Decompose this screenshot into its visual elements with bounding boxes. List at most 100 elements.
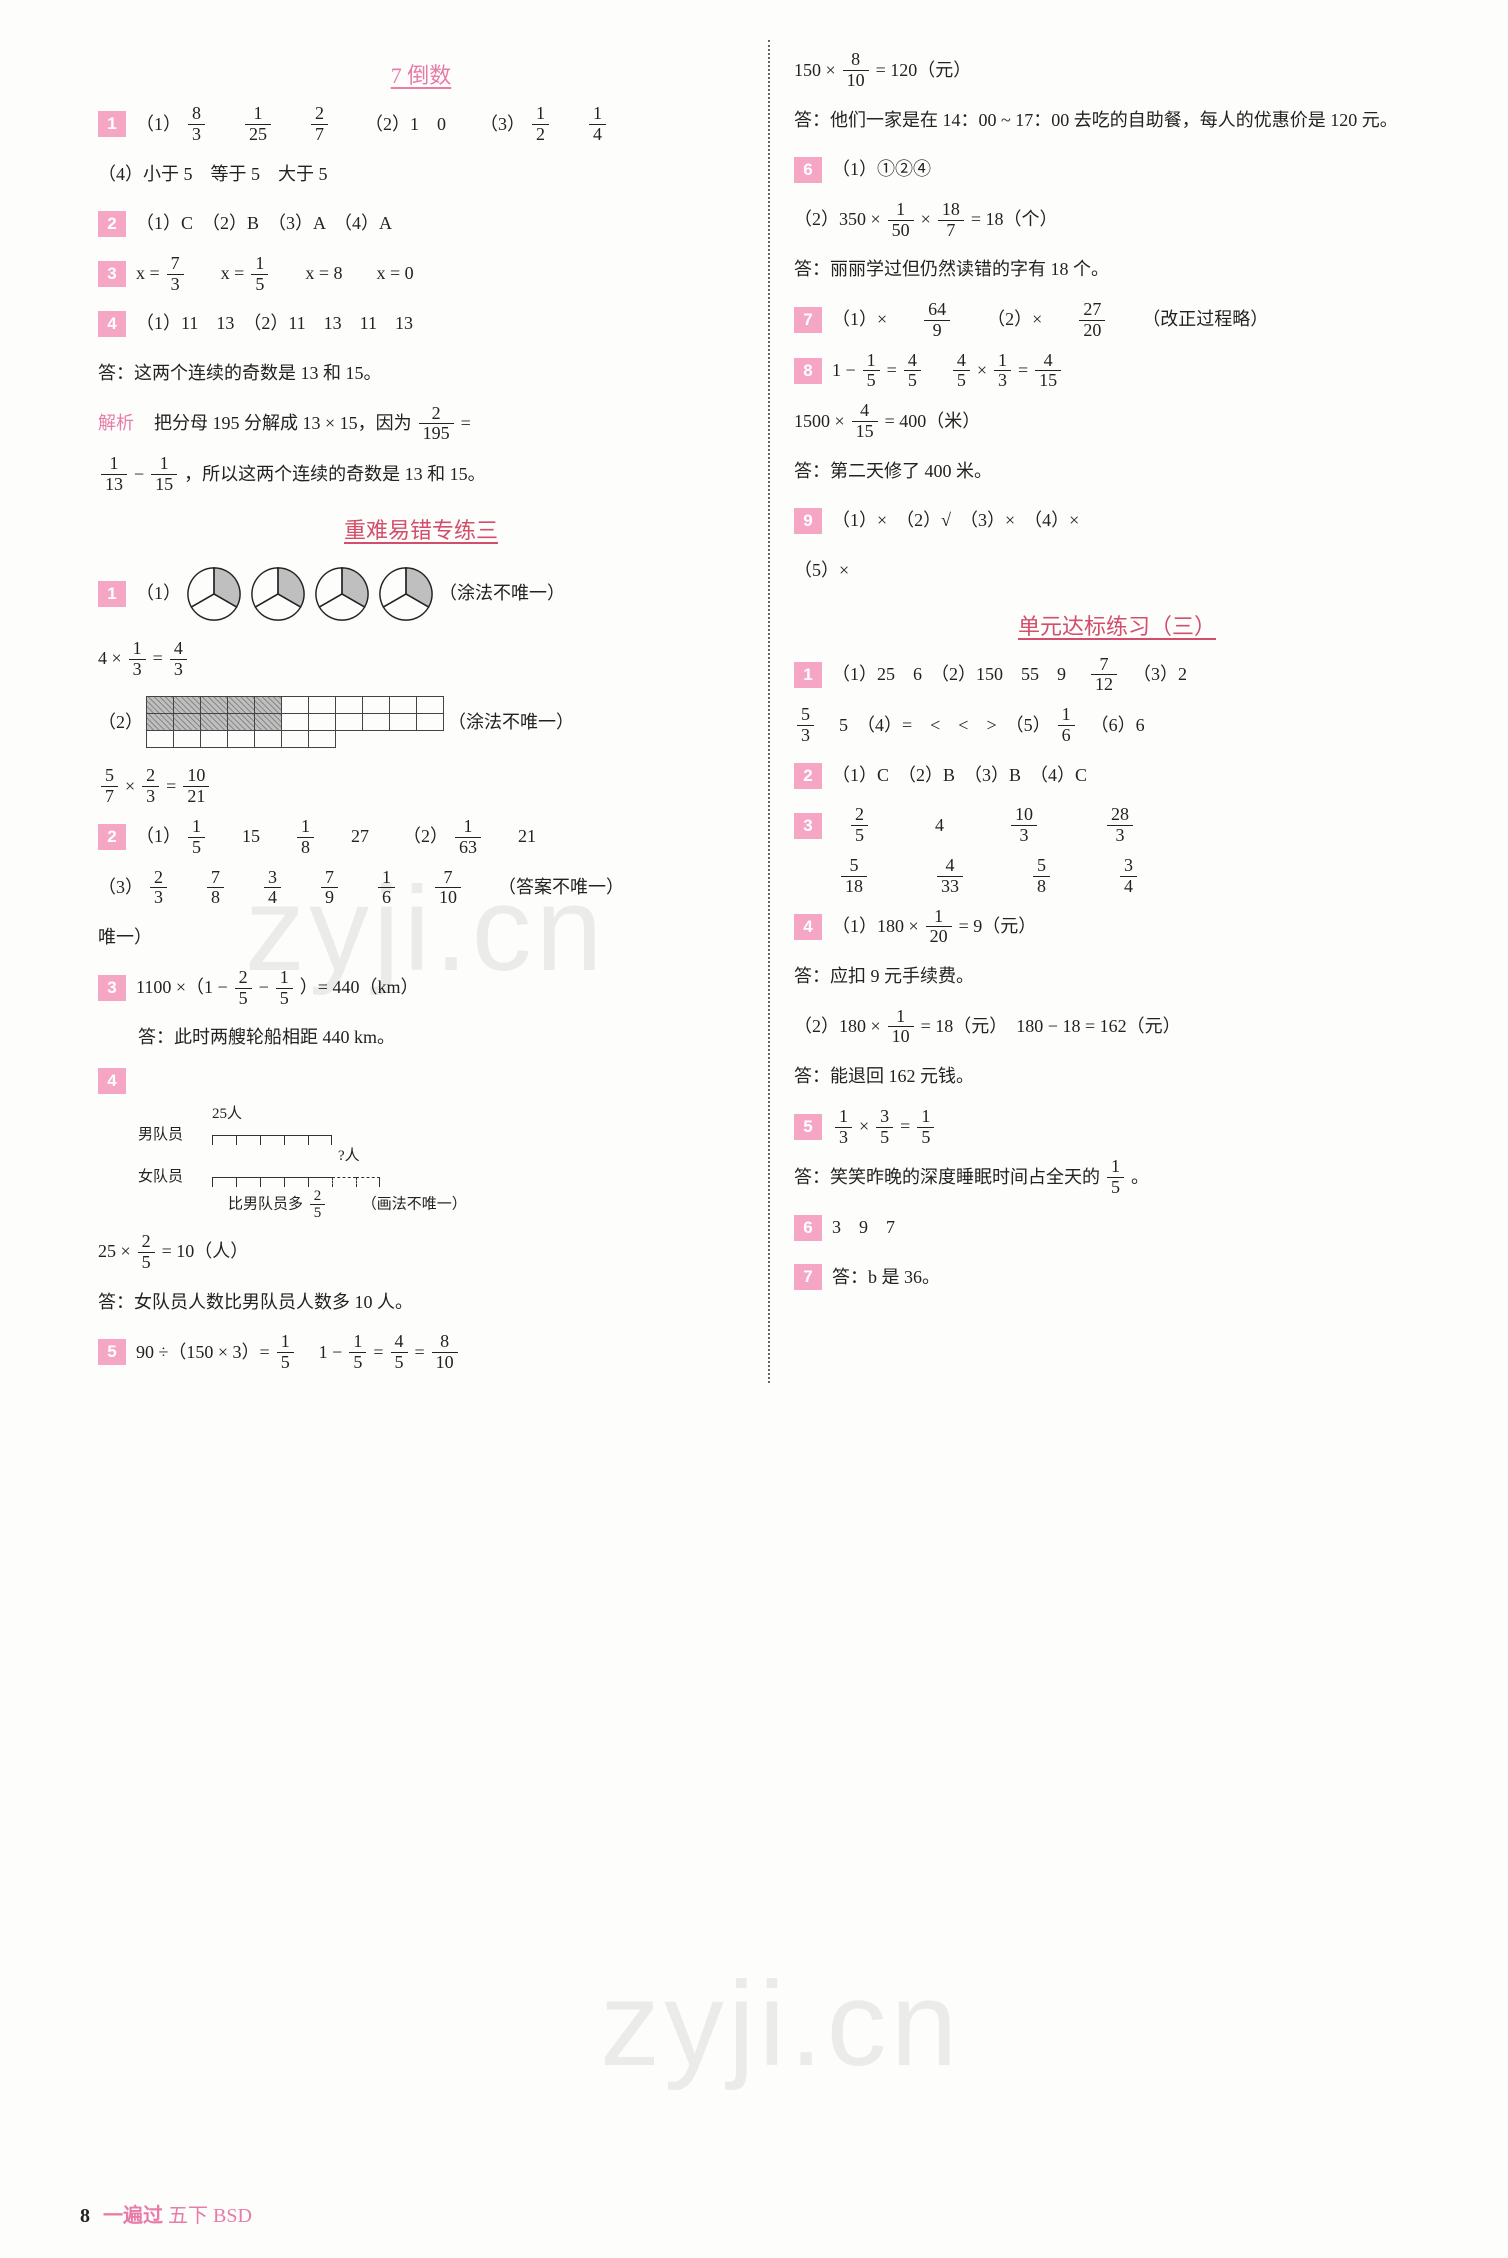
fraction: 13 [129, 639, 146, 680]
text: （2）350 × [794, 200, 881, 240]
text: （1） [136, 105, 181, 145]
text: 答：笑笑昨晚的深度睡眠时间占全天的 [794, 1158, 1100, 1198]
text: x = [221, 254, 245, 294]
two-column-layout: 7 倒数 1 （1） 83 125 27 （2）1 0 （3） 12 14 （4… [80, 40, 1458, 1383]
fraction: 187 [938, 200, 964, 241]
label: ?人 [338, 1146, 744, 1167]
text: 4 [935, 806, 944, 846]
text: （1）①②④ [832, 150, 931, 190]
text: = [373, 1333, 383, 1373]
fraction: 518 [841, 856, 867, 897]
text: （1）C （2）B （3）B （4）C [832, 756, 1087, 796]
answer-line: （3） 23 78 34 79 16 710 （答案不唯一） [98, 868, 744, 909]
answer-line: 答：应扣 9 元手续费。 [794, 957, 1440, 997]
explanation-line: 113 − 115 ，所以这两个连续的奇数是 13 和 15。 [98, 454, 744, 495]
equation-line: （2）180 × 110 = 18（元） 180 − 18 = 162（元） [794, 1007, 1440, 1048]
label: 女队员 [138, 1167, 208, 1188]
fraction: 15 [251, 254, 268, 295]
fraction: 13 [835, 1107, 852, 1148]
text: 答：此时两艘轮船相距 440 km。 [138, 1018, 395, 1058]
text: x = 0 [376, 254, 413, 294]
text: 答：能退回 162 元钱。 [794, 1057, 974, 1097]
bar-comparison-diagram: 25人 男队员 ?人 女队员 比男队员多 25 （画法不唯一） [138, 1104, 744, 1222]
answer-line: 9 （1）× （2）√ （3）× （4）× [794, 501, 1440, 541]
text: 21 [518, 817, 536, 857]
question-number: 1 [98, 581, 126, 607]
text: = [153, 639, 163, 679]
text: （5）× [794, 551, 849, 591]
text: （2） [98, 703, 143, 743]
text: = 18（元） 180 − 18 = 162（元） [921, 1007, 1181, 1047]
fraction: 15 [917, 1107, 934, 1148]
text: = 9（元） [959, 907, 1037, 947]
bar-segments [212, 1171, 380, 1181]
answer-line: 3 1100 ×（1 − 25 − 15 ）= 440（km） [98, 968, 744, 1009]
page-number: 8 [80, 2205, 90, 2227]
fraction: 23 [142, 766, 159, 807]
sub-label: 五下 BSD [168, 2205, 252, 2227]
fraction: 15 [349, 1332, 366, 1373]
fraction: 110 [888, 1007, 914, 1048]
answer-line: 4 （1）180 × 120 = 9（元） [794, 907, 1440, 948]
question-number: 4 [794, 914, 822, 940]
answer-line: 答：女队员人数比男队员人数多 10 人。 [98, 1283, 744, 1323]
fraction: 45 [904, 351, 921, 392]
equation-line: （2）350 × 150 × 187 = 18（个） [794, 200, 1440, 241]
question-number: 8 [794, 358, 822, 384]
answer-line: 5 90 ÷（150 × 3）= 15 1 − 15 = 45 = 810 [98, 1332, 744, 1373]
fraction: 810 [843, 50, 869, 91]
note: （画法不唯一） [362, 1196, 467, 1212]
text: （1）180 × [832, 907, 919, 947]
text: × [921, 200, 931, 240]
fraction: 283 [1107, 805, 1133, 846]
text: 比男队员多 [228, 1196, 303, 1212]
answer-line: 7 （1）× 649 （2）× 2720 （改正过程略） [794, 300, 1440, 341]
text: = [1018, 351, 1028, 391]
answer-line: 答：第二天修了 400 米。 [794, 452, 1440, 492]
answer-line: 7 答：b 是 36。 [794, 1258, 1440, 1298]
text: 90 ÷（150 × 3）= [136, 1333, 270, 1373]
answer-line: 1 （1） 83 125 27 （2）1 0 （3） 12 14 [98, 104, 744, 145]
equation-line: 4 × 13 = 43 [98, 639, 744, 680]
question-number: 7 [794, 1264, 822, 1290]
fraction: 57 [101, 766, 118, 807]
fraction: 83 [188, 104, 205, 145]
text: 答：女队员人数比男队员人数多 10 人。 [98, 1283, 413, 1323]
equation-line: 1500 × 415 = 400（米） [794, 401, 1440, 442]
question-number: 3 [98, 261, 126, 287]
answer-line: （4）小于 5 等于 5 大于 5 [98, 155, 744, 195]
text: 1100 ×（1 − [136, 968, 228, 1008]
text: （2）× [987, 300, 1042, 340]
text: 1 − [301, 1333, 343, 1373]
text: 答：这两个连续的奇数是 13 和 15。 [98, 354, 382, 394]
fraction: 73 [167, 254, 184, 295]
fraction: 23 [150, 868, 167, 909]
fraction: 25 [235, 968, 252, 1009]
equation-line: 25 × 25 = 10（人） [98, 1232, 744, 1273]
text: （6）6 [1082, 706, 1145, 746]
fraction: 13 [994, 351, 1011, 392]
fraction: 35 [876, 1107, 893, 1148]
fraction: 810 [432, 1332, 458, 1373]
note: （涂法不唯一） [439, 574, 565, 614]
text: （2） [403, 817, 448, 857]
text: 1500 × [794, 402, 845, 442]
explanation-label: 解析 [98, 404, 134, 444]
answer-line: 答：笑笑昨晚的深度睡眠时间占全天的 15 。 [794, 1157, 1440, 1198]
text: − [134, 455, 144, 495]
fraction: 34 [264, 868, 281, 909]
text: 27 [351, 817, 369, 857]
fraction: 433 [937, 856, 963, 897]
fraction: 79 [321, 868, 338, 909]
text: 答：第二天修了 400 米。 [794, 452, 992, 492]
text: 1 − [832, 351, 856, 391]
section-title: 重难易错专练三 [98, 513, 744, 545]
text: × [977, 351, 987, 391]
explanation-line: 解析 把分母 195 分解成 13 × 15，因为 2195 = [98, 404, 744, 445]
text: = [461, 404, 471, 444]
fraction: 163 [455, 817, 481, 858]
answer-line: 6 （1）①②④ [794, 150, 1440, 190]
note: （改正过程略） [1142, 300, 1268, 340]
text: = [900, 1107, 910, 1147]
fraction: 1021 [183, 766, 209, 807]
